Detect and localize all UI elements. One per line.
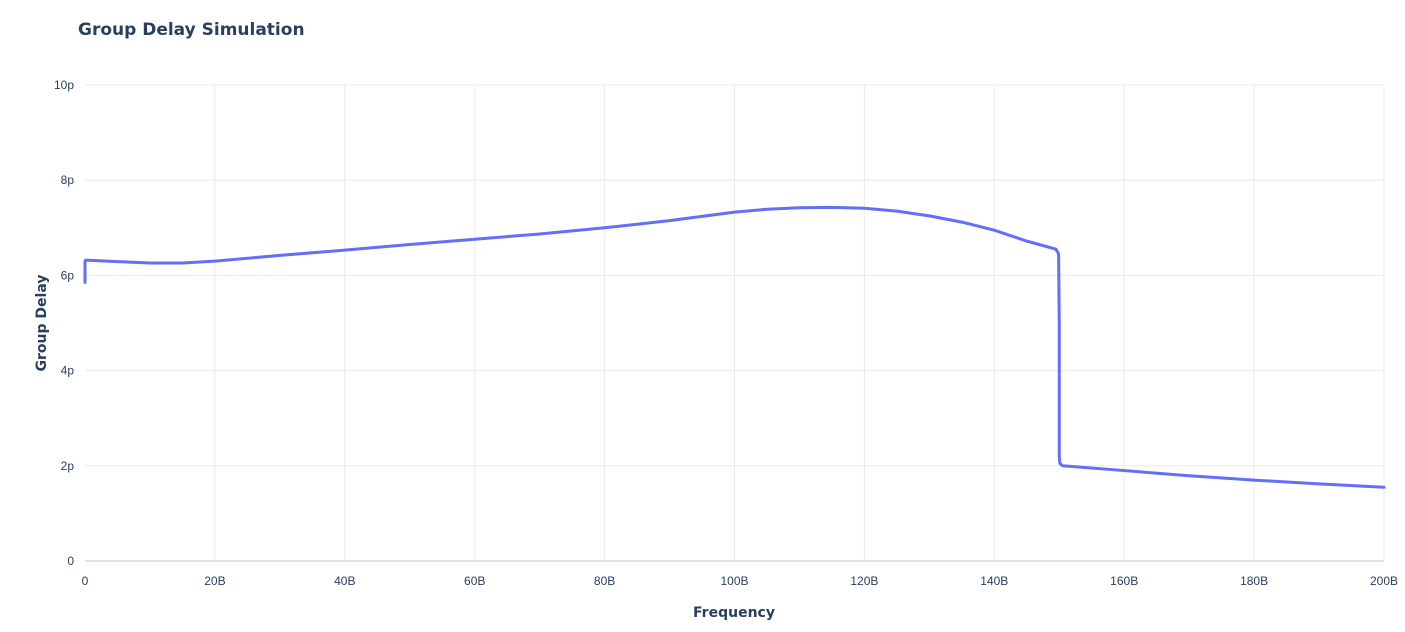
y-tick-label: 6p: [61, 268, 75, 282]
x-tick-label: 140B: [980, 574, 1008, 588]
x-tick-label: 60B: [464, 574, 485, 588]
plot-area: [83, 205, 1386, 489]
y-tick-label: 0: [67, 554, 74, 568]
grid-lines: [85, 84, 1385, 562]
y-axis-ticks: 0 2p 4p 6p 8p 10p: [54, 78, 74, 568]
series-line-0: [83, 205, 1386, 489]
y-tick-label: 2p: [61, 459, 75, 473]
y-tick-label: 4p: [61, 364, 75, 378]
x-axis-ticks: 0 20B 40B 60B 80B 100B 120B 140B 160B 180B 200B: [82, 574, 1398, 588]
chart-title: Group Delay Simulation: [78, 20, 305, 40]
x-tick-label: 160B: [1110, 574, 1138, 588]
x-tick-label: 200B: [1370, 574, 1398, 588]
x-tick-label: 120B: [850, 574, 878, 588]
x-tick-label: 20B: [204, 574, 225, 588]
y-axis-title: Group Delay: [34, 275, 50, 372]
y-tick-label: 10p: [54, 78, 74, 92]
x-tick-label: 0: [82, 574, 89, 588]
x-tick-label: 180B: [1240, 574, 1268, 588]
x-tick-label: 40B: [334, 574, 355, 588]
x-tick-label: 100B: [720, 574, 748, 588]
x-axis-title: Frequency: [693, 605, 775, 621]
y-tick-label: 8p: [61, 173, 75, 187]
x-tick-label: 80B: [594, 574, 615, 588]
